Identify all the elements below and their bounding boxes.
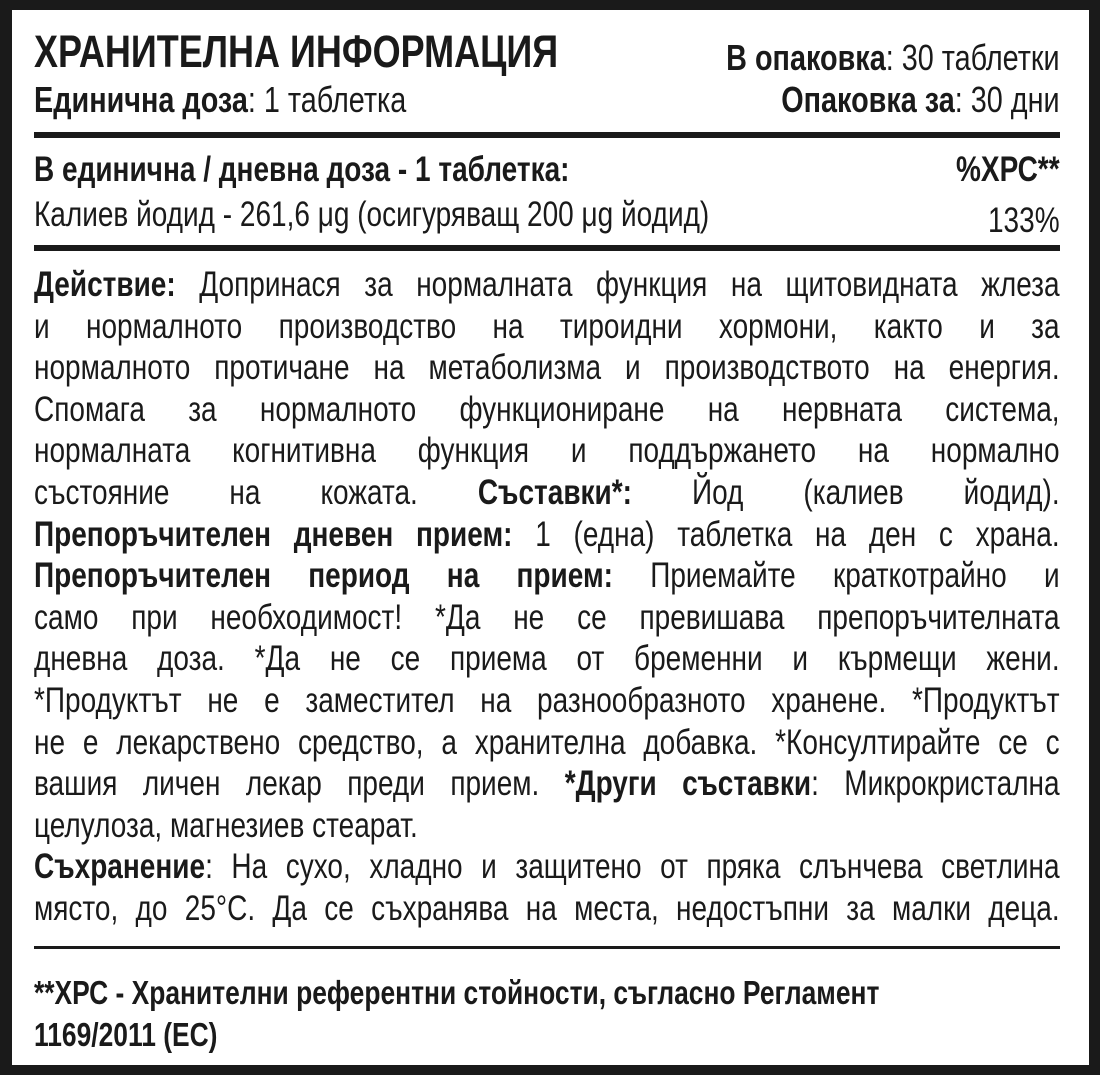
body-bold-label: Препоръчителен дневен прием: [34,514,536,554]
dose-heading: В единична / дневна доза - 1 таблетка: [34,150,570,189]
body-line: *Продуктът не е заместител на разнообраз… [34,680,1060,722]
body-text: вашия личен лекар преди прием. [34,764,565,804]
body-line: вашия личен лекар преди прием. *Други съ… [34,763,1060,805]
body-bold-label: Съставки*: [477,472,692,512]
body-text: нормалната когнитивна функция и поддържа… [34,431,1060,471]
body-line: Спомага за нормалното функциониране на н… [34,389,1060,431]
body-text: Допринася за нормалната функция на щитов… [199,265,1060,304]
body-line: нормалното протичане на метаболизма и пр… [34,347,1060,389]
body-text: състояние на кожата. [34,472,478,512]
body-text: *Продуктът не е заместител на разнообраз… [34,680,1060,720]
rv-heading: %ХРС** [956,150,1060,189]
table-header-row: В единична / дневна доза - 1 таблетка: %… [34,148,1060,192]
ingredient-rv: 133% [987,201,1060,240]
body-bold-label: Препоръчителен период на прием: [34,556,651,596]
pack-value: : 30 таблетки [885,37,1060,78]
body-bold-label: Съхранение [34,847,206,887]
body-text: само при необходимост! *Да не се превиша… [34,597,1060,637]
header-row-1: ХРАНИТЕЛНА ИНФОРМАЦИЯ В опаковка: 30 таб… [34,24,1060,80]
period-label: Опаковка за [781,79,955,120]
footnote: **ХРС - Хранителни референтни стойности,… [34,972,879,1056]
footnote-line: 1169/2011 (ЕС) [34,1016,218,1053]
body-line: не е лекарствено средство, а хранителна … [34,722,1060,764]
ingredient-name: Калиев йодид - 261,6 μg (осигуряващ 200 … [34,195,710,234]
body-line: нормалната когнитивна функция и поддържа… [34,430,1060,472]
body-text: Спомага за нормалното функциониране на н… [34,389,1060,429]
body-text: целулоза, магнезиев стеарат. [34,805,418,845]
body-line: само при необходимост! *Да не се превиша… [34,597,1060,639]
body-line: състояние на кожата. Съставки*: Йод (кал… [34,472,1060,514]
body-line: Препоръчителен период на прием: Приемайт… [34,555,1060,597]
body-text: 1 (една) таблетка на ден с храна. [535,514,1060,554]
body-line: Действие: Допринася за нормалната функци… [34,264,1060,306]
label-body-text: Действие: Допринася за нормалната функци… [34,264,1060,930]
body-line: дневна доза. *Да не се приема от бременн… [34,638,1060,680]
body-text: нормалното протичане на метаболизма и пр… [34,348,1060,388]
dose-value: : 1 таблетка [247,79,407,120]
body-text: Йод (калиев йодид). [691,472,1060,512]
footnote-line: **ХРС - Хранителни референтни стойности,… [34,974,880,1011]
table-row: Калиев йодид - 261,6 μg (осигуряващ 200 … [34,193,1060,240]
body-text: не е лекарствено средство, а хранителна … [34,722,1060,762]
divider [34,245,1060,251]
pack-label: В опаковка [726,37,886,78]
divider [34,946,1060,949]
body-text: : Микрокристална [811,764,1060,804]
pack-count: В опаковка: 30 таблетки [726,30,1059,86]
dose-label: Единична доза [34,79,248,120]
label-title: ХРАНИТЕЛНА ИНФОРМАЦИЯ [34,26,559,77]
body-bold-label: *Други съставки [564,764,812,804]
body-line: място, до 25°C. Да се съхранява на места… [34,888,1060,930]
body-line: и нормалното производство на тироидни хо… [34,306,1060,348]
header-row-2: Единична доза: 1 таблетка Опаковка за: 3… [34,78,1060,122]
body-line: целулоза, магнезиев стеарат. [34,805,1060,847]
body-text: дневна доза. *Да не се приема от бременн… [34,639,1060,679]
body-text: : На сухо, хладно и защитено от пряка сл… [205,847,1060,887]
body-text: и нормалното производство на тироидни хо… [34,306,1060,346]
body-text: място, до 25°C. Да се съхранява на места… [34,888,1060,928]
body-line: Съхранение: На сухо, хладно и защитено о… [34,846,1060,888]
body-text: Приемайте краткотрайно и [650,556,1060,596]
pack-period: Опаковка за: 30 дни [781,78,1059,122]
period-value: : 30 дни [954,79,1060,120]
nutrition-label: ХРАНИТЕЛНА ИНФОРМАЦИЯ В опаковка: 30 таб… [12,10,1089,1065]
body-line: Препоръчителен дневен прием: 1 (една) та… [34,514,1060,556]
divider [34,132,1060,138]
body-bold-label: Действие: [34,265,200,304]
